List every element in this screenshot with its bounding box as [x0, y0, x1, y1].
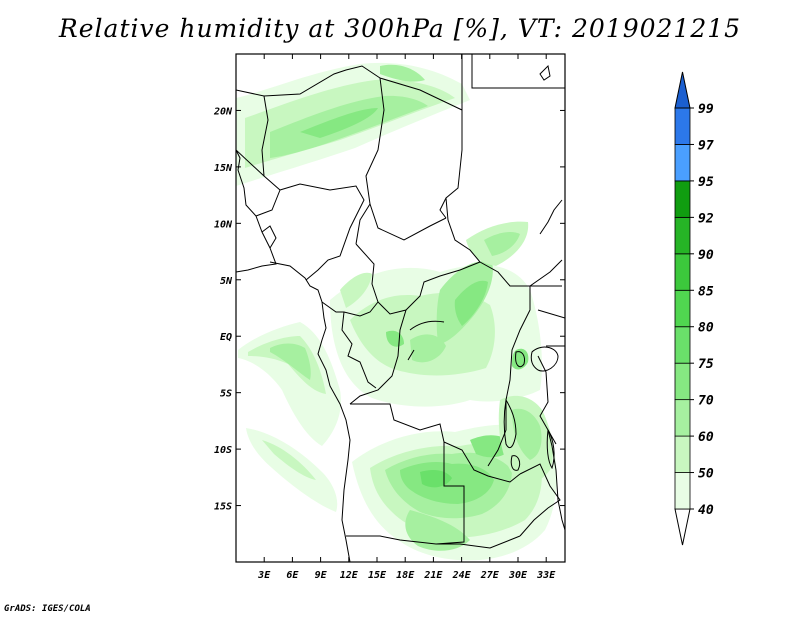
border-libya-chad — [379, 77, 463, 111]
lon-tick-label: 30E — [508, 570, 528, 581]
border-chad-car — [369, 203, 447, 241]
colorbar-segment — [674, 180, 691, 218]
border-west-interior — [255, 189, 281, 249]
border-uganda-kenya — [530, 285, 565, 347]
humidity-region-gulf-of-guinea — [238, 322, 341, 512]
border-cameroon-gabon — [321, 301, 379, 317]
congo-river — [407, 320, 445, 361]
border-sahel-south — [236, 149, 281, 191]
humidity-region-lake-region — [498, 348, 553, 483]
colorbar-segment — [674, 107, 691, 145]
colorbar-label: 40 — [698, 503, 714, 518]
colorbar-high-triangle — [674, 71, 691, 109]
lon-tick-label: 27E — [480, 570, 500, 581]
colorbar-label: 97 — [698, 138, 714, 153]
colorbar-label: 75 — [698, 357, 714, 372]
colorbar-segment — [674, 144, 691, 182]
nile-red-sea-coast — [539, 64, 563, 235]
lake-tanganyika — [503, 398, 517, 449]
colorbar-label: 50 — [698, 467, 714, 482]
border-niger-chad — [355, 77, 385, 245]
colorbar-label: 80 — [698, 321, 714, 336]
lon-tick-label: 15E — [368, 570, 387, 581]
colorbar-low-triangle — [674, 508, 691, 546]
lat-tick-label: EQ — [220, 332, 232, 343]
colorbar-label: 95 — [698, 175, 714, 190]
border-nigeria — [279, 183, 365, 281]
colorbar-label: 70 — [698, 394, 714, 409]
border-gabon-congo — [341, 311, 377, 389]
humidity-region-zambia-angola — [352, 424, 557, 561]
colorbar: 40 50 60 70 75 80 85 90 92 95 97 99 — [674, 71, 714, 546]
colorbar-segment — [674, 399, 691, 437]
lake-victoria — [530, 346, 559, 372]
political-boundaries — [236, 54, 565, 562]
border-zambia-east — [519, 463, 561, 537]
humidity-region-congo-basin — [330, 221, 542, 407]
humidity-shading — [236, 62, 557, 561]
lon-tick-label: 24E — [452, 570, 472, 581]
lon-tick-label: 6E — [286, 570, 299, 581]
border-chad-sudan — [439, 197, 447, 219]
colorbar-segment — [674, 253, 691, 291]
lat-tick-label: 10N — [214, 219, 233, 230]
coastline-gulf-of-guinea — [269, 261, 351, 562]
lon-tick-label: 21E — [423, 570, 443, 581]
axis-ticks: 3E 6E 9E 12E 15E 18E 21E 24E 27E 30E 33E 20N 15N 10N 5… — [213, 54, 565, 581]
lon-tick-label: 18E — [396, 570, 415, 581]
lon-tick-label: 3E — [257, 570, 271, 581]
coastline-west-africa — [236, 149, 277, 273]
lat-tick-label: 20N — [213, 106, 233, 117]
map-title: Relative humidity at 300hPa [%], VT: 201… — [58, 14, 742, 43]
colorbar-label: 99 — [698, 102, 714, 117]
border-congo-drc — [349, 309, 407, 405]
border-egypt-sudan — [471, 54, 565, 89]
border-namibia — [346, 535, 521, 549]
colorbar-label: 60 — [698, 430, 714, 445]
lon-tick-label: 33E — [536, 570, 556, 581]
lat-tick-label: 5S — [220, 389, 232, 400]
grads-credit: GrADS: IGES/COLA — [4, 604, 91, 614]
map-frame — [235, 53, 566, 563]
lat-tick-label: 15S — [214, 502, 232, 513]
colorbar-segment — [674, 326, 691, 364]
lat-tick-label: 15N — [214, 163, 233, 174]
lon-tick-label: 12E — [340, 570, 359, 581]
colorbar-label: 90 — [698, 248, 714, 263]
lon-tick-label: 9E — [315, 570, 328, 581]
colorbar-segment — [674, 362, 691, 401]
humidity-region-sahel-band — [236, 62, 470, 186]
border-malawi — [547, 429, 565, 531]
colorbar-label: 85 — [698, 284, 714, 299]
lake-mweru — [510, 455, 521, 471]
lat-tick-label: 5N — [220, 276, 233, 287]
colorbar-segment — [674, 216, 691, 255]
colorbar-segment — [674, 289, 691, 328]
border-drc-east — [487, 286, 531, 467]
colorbar-segment — [674, 435, 691, 473]
colorbar-segment — [674, 472, 691, 510]
lake-malawi — [546, 428, 555, 470]
lake-edward — [515, 351, 525, 368]
border-mali-niger — [261, 95, 269, 177]
colorbar-label: 92 — [698, 211, 714, 226]
lat-tick-label: 10S — [214, 445, 232, 456]
border-angola-zambia — [435, 442, 465, 545]
